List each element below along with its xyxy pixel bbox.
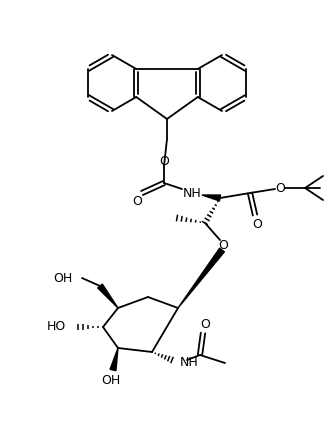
Text: OH: OH: [53, 271, 72, 285]
Text: O: O: [252, 218, 262, 230]
Polygon shape: [110, 348, 118, 371]
Text: NH: NH: [180, 356, 199, 369]
Polygon shape: [98, 284, 118, 308]
Text: OH: OH: [102, 373, 121, 386]
Polygon shape: [202, 195, 220, 201]
Polygon shape: [178, 248, 224, 308]
Text: NH: NH: [183, 186, 201, 199]
Text: O: O: [200, 317, 210, 330]
Text: O: O: [132, 194, 142, 207]
Text: HO: HO: [47, 321, 66, 333]
Text: O: O: [159, 155, 169, 167]
Text: O: O: [275, 182, 285, 194]
Text: O: O: [218, 238, 228, 251]
